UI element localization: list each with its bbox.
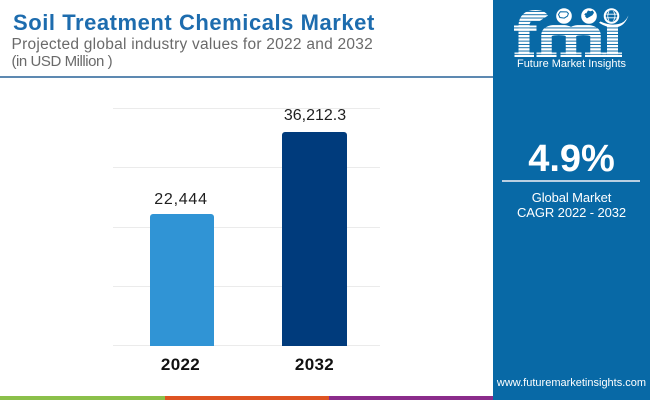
svg-text:Future Market Insights: Future Market Insights [517, 58, 626, 70]
